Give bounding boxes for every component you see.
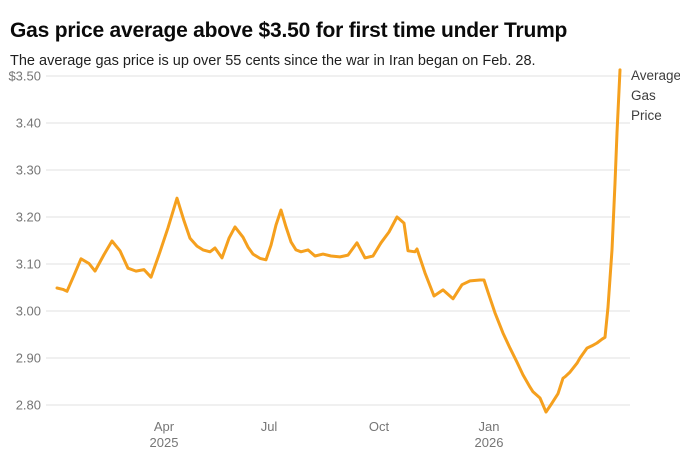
y-axis-tick-label: 3.10 xyxy=(16,257,41,272)
series-legend-label: Average Gas Price xyxy=(631,68,680,123)
y-axis-tick-label: 3.30 xyxy=(16,163,41,178)
y-axis-tick-label: 3.40 xyxy=(16,116,41,131)
x-axis-tick-label: Jan xyxy=(479,419,500,434)
x-axis-tick-year-label: 2025 xyxy=(150,435,179,450)
x-axis-tick-label: Oct xyxy=(369,419,390,434)
average-gas-price-line xyxy=(55,68,622,414)
x-axis-tick-year-label: 2026 xyxy=(475,435,504,450)
y-axis-tick-label: 2.90 xyxy=(16,351,41,366)
page-title: Gas price average above $3.50 for first … xyxy=(10,19,568,43)
x-axis-tick-label: Jul xyxy=(261,419,278,434)
y-axis-tick-label: 2.80 xyxy=(16,398,41,413)
chart-subtitle: The average gas price is up over 55 cent… xyxy=(10,52,536,69)
x-axis-tick-label: Apr xyxy=(154,419,175,434)
y-axis-tick-label: $3.50 xyxy=(8,69,41,84)
y-axis-tick-label: 3.20 xyxy=(16,210,41,225)
y-axis-tick-label: 3.00 xyxy=(16,304,41,319)
